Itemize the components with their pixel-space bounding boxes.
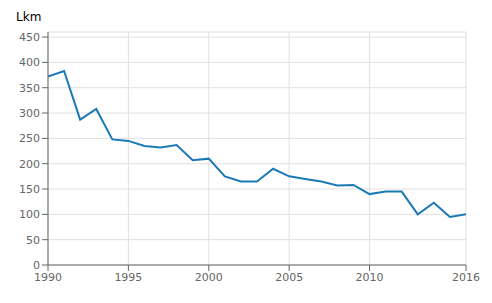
- svg-text:250: 250: [19, 132, 40, 145]
- svg-text:400: 400: [19, 56, 40, 69]
- svg-text:1990: 1990: [34, 271, 62, 284]
- svg-text:300: 300: [19, 107, 40, 120]
- svg-text:350: 350: [19, 82, 40, 95]
- svg-text:1995: 1995: [114, 271, 142, 284]
- svg-text:2005: 2005: [275, 271, 303, 284]
- html-text:Lkm: Lkm: [16, 10, 42, 24]
- svg-text:100: 100: [19, 208, 40, 221]
- svg-text:200: 200: [19, 158, 40, 171]
- svg-text:150: 150: [19, 183, 40, 196]
- svg-text:50: 50: [26, 234, 40, 247]
- svg-text:450: 450: [19, 31, 40, 44]
- svg-text:2016: 2016: [452, 271, 480, 284]
- svg-text:2000: 2000: [195, 271, 223, 284]
- svg-text:0: 0: [33, 259, 40, 272]
- svg-text:2010: 2010: [356, 271, 384, 284]
